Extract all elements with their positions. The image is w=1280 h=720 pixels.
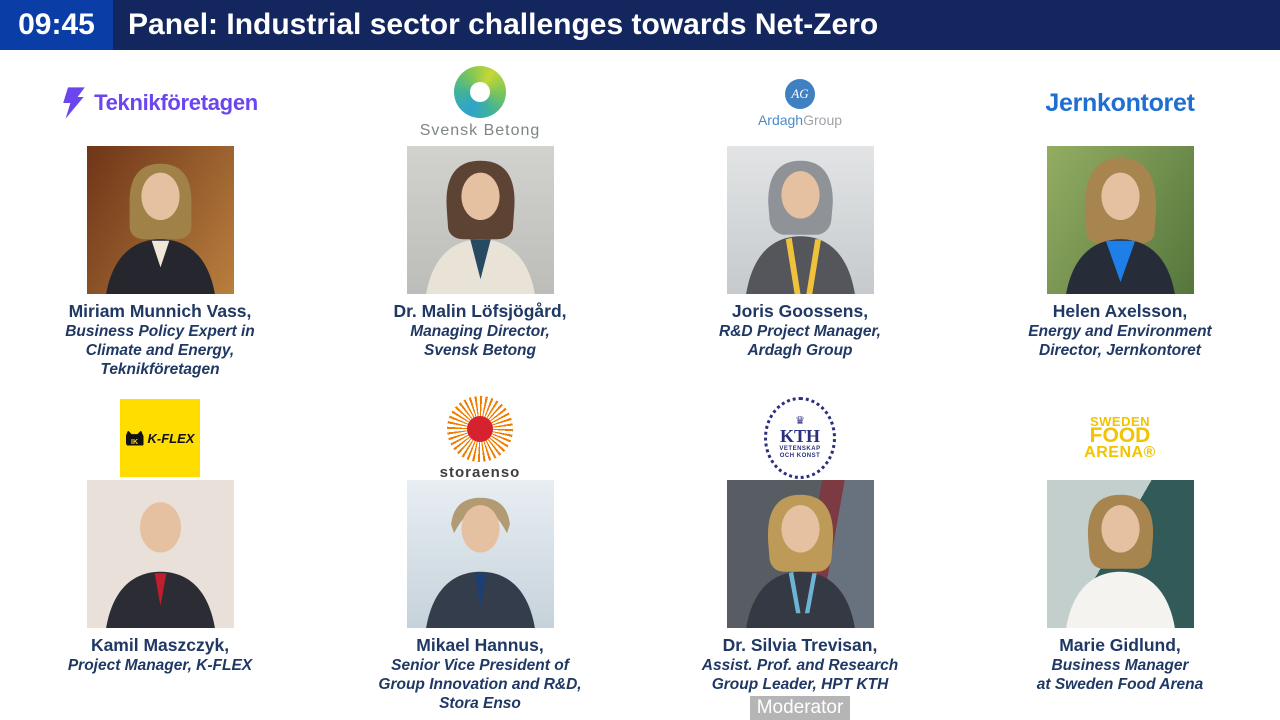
speaker-name: Marie Gidlund, xyxy=(1059,635,1181,655)
speaker-name: Kamil Maszczyk, xyxy=(90,635,230,655)
ardagh-word-gray: Group xyxy=(803,111,843,128)
svensk-betong-icon xyxy=(454,66,506,118)
speaker-title-line: R&D Project Manager, xyxy=(719,323,881,340)
ardagh-word-blue: Ardagh xyxy=(757,111,804,128)
sfa-wordmark-line: FOOD xyxy=(1089,424,1151,447)
org-logo-box: IK K-FLEX xyxy=(0,396,320,480)
k-flex-wordmark: K-FLEX xyxy=(147,430,195,446)
speaker-card-miriam: Teknikföretagen Miriam Munnich Vass, Bus… xyxy=(0,50,320,390)
speaker-title-line: Climate and Energy, xyxy=(85,342,235,359)
teknikforetagen-logo: Teknikföretagen xyxy=(62,87,258,119)
kth-motto-line: OCH KONST xyxy=(779,453,821,459)
speaker-photo xyxy=(86,146,234,294)
speaker-title-line: Senior Vice President of xyxy=(391,657,569,674)
speaker-photo xyxy=(1046,146,1194,294)
speaker-title-line: Director, Jernkontoret xyxy=(1039,342,1201,359)
speaker-title-line: Energy and Environment xyxy=(1028,323,1212,340)
speaker-card-kamil: IK K-FLEX Kamil Maszczyk, Project Manage… xyxy=(0,390,320,720)
speaker-title-line: Project Manager, K-FLEX xyxy=(67,657,253,674)
speaker-title-line: Group Leader, HPT KTH xyxy=(711,676,889,693)
ardagh-group-logo: AG ArdaghGroup xyxy=(758,78,842,128)
portrait-silhouette xyxy=(745,494,855,628)
org-logo-box: Jernkontoret xyxy=(960,60,1280,146)
speaker-title-line: Managing Director, xyxy=(410,323,550,340)
svensk-betong-wordmark: Svensk Betong xyxy=(419,122,541,139)
jernkontoret-logo: Jernkontoret xyxy=(1045,88,1195,117)
kth-motto-line: VETENSKAP xyxy=(779,446,821,452)
portrait-silhouette xyxy=(425,160,535,294)
speaker-photo xyxy=(726,146,874,294)
sweden-food-arena-logo: SWEDEN FOOD ARENA® xyxy=(1084,414,1156,461)
page-title: Panel: Industrial sector challenges towa… xyxy=(113,0,1280,50)
stora-enso-logo: storaenso xyxy=(439,395,521,481)
speaker-title-line: at Sweden Food Arena xyxy=(1036,676,1204,693)
speaker-title-line: Business Policy Expert in xyxy=(65,323,255,340)
portrait-silhouette xyxy=(425,497,535,628)
org-logo-box: Svensk Betong xyxy=(320,60,640,146)
teknikforetagen-wordmark: Teknikföretagen xyxy=(94,90,258,115)
speaker-card-malin: Svensk Betong Dr. Malin Löfsjögård, Mana… xyxy=(320,50,640,390)
speaker-photo xyxy=(406,480,554,628)
ardagh-monogram-icon: AG xyxy=(784,78,815,109)
svensk-betong-logo: Svensk Betong xyxy=(420,66,541,140)
session-time: 09:45 xyxy=(0,0,113,50)
speaker-title-line: Ardagh Group xyxy=(747,342,853,359)
speaker-photo xyxy=(1046,480,1194,628)
moderator-badge: Moderator xyxy=(749,696,851,720)
speaker-name: Mikael Hannus, xyxy=(416,635,544,655)
sfa-wordmark-line: SWEDEN xyxy=(1089,414,1151,429)
speaker-card-mikael: storaenso Mikael Hannus, Senior Vice Pre… xyxy=(320,390,640,720)
speaker-name: Joris Goossens, xyxy=(731,301,869,321)
speaker-title-line: Assist. Prof. and Research xyxy=(701,657,899,674)
speaker-name: Dr. Malin Löfsjögård, xyxy=(393,301,567,321)
speaker-card-joris: AG ArdaghGroup Joris Goossens, R&D Proje… xyxy=(640,50,960,390)
speaker-name: Miriam Munnich Vass, xyxy=(68,301,252,321)
k-flex-cat-icon: IK xyxy=(125,430,144,446)
speaker-title-line: Group Innovation and R&D, xyxy=(378,676,582,693)
kth-logo: ♛ KTH VETENSKAP OCH KONST xyxy=(764,397,836,479)
org-logo-box: AG ArdaghGroup xyxy=(640,60,960,146)
k-flex-logo: IK K-FLEX xyxy=(120,399,200,477)
org-logo-box: ♛ KTH VETENSKAP OCH KONST xyxy=(640,396,960,480)
teknikforetagen-icon xyxy=(63,87,85,119)
slide-header: 09:45 Panel: Industrial sector challenge… xyxy=(0,0,1280,50)
speaker-title-line: Teknikföretagen xyxy=(100,361,220,378)
speaker-name: Helen Axelsson, xyxy=(1052,301,1188,321)
portrait-silhouette xyxy=(105,163,215,294)
speaker-title-line: Stora Enso xyxy=(439,695,521,712)
org-logo-box: Teknikföretagen xyxy=(0,60,320,146)
portrait-silhouette xyxy=(105,502,215,628)
speaker-photo xyxy=(406,146,554,294)
kth-wordmark: KTH xyxy=(779,426,820,446)
sfa-wordmark-line: ARENA® xyxy=(1084,444,1156,461)
portrait-silhouette xyxy=(1065,157,1175,294)
stora-enso-wordmark: storaenso xyxy=(439,463,521,481)
speaker-photo xyxy=(726,480,874,628)
org-logo-box: storaenso xyxy=(320,395,640,481)
speaker-name: Dr. Silvia Trevisan, xyxy=(722,635,878,655)
speaker-card-helen: Jernkontoret Helen Axelsson, Energy and … xyxy=(960,50,1280,390)
speaker-card-marie: SWEDEN FOOD ARENA® Marie Gidlund, Busine… xyxy=(960,390,1280,720)
speaker-title-line: Business Manager xyxy=(1051,657,1189,674)
portrait-silhouette xyxy=(745,160,855,294)
speaker-card-silvia: ♛ KTH VETENSKAP OCH KONST Dr. Silvia Tre… xyxy=(640,390,960,720)
ardagh-wordmark: ArdaghGroup xyxy=(758,112,842,128)
speakers-row-1: Teknikföretagen Miriam Munnich Vass, Bus… xyxy=(0,50,1280,390)
speakers-row-2: IK K-FLEX Kamil Maszczyk, Project Manage… xyxy=(0,390,1280,720)
org-logo-box: SWEDEN FOOD ARENA® xyxy=(960,396,1280,480)
speaker-title-line: Svensk Betong xyxy=(424,342,536,359)
speaker-photo xyxy=(86,480,234,628)
portrait-silhouette xyxy=(1065,494,1175,628)
stora-enso-sun-icon xyxy=(446,395,513,462)
kth-crown-icon: ♛ xyxy=(795,415,805,427)
